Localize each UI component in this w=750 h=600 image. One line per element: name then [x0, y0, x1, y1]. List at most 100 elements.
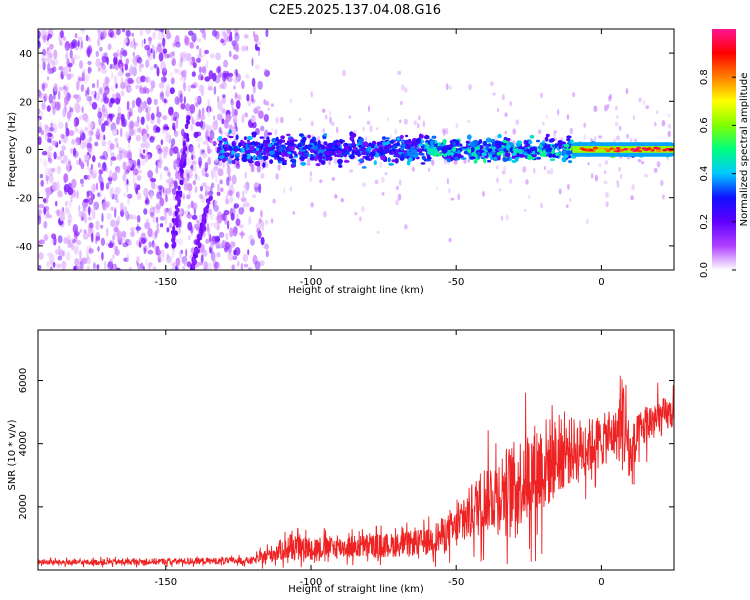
noise-speckle: [221, 97, 226, 104]
streak-blob: [186, 115, 190, 121]
noise-speckle: [152, 31, 156, 40]
noise-speckle: [233, 249, 237, 256]
noise-speckle: [59, 214, 66, 222]
noise-speckle: [48, 253, 55, 264]
noise-speckle: [208, 70, 214, 80]
noise-speckle: [210, 128, 214, 136]
ridge-blob: [425, 159, 432, 162]
noise-speckle: [134, 121, 140, 128]
noise-speckle: [206, 59, 209, 69]
ridge-blob: [561, 141, 565, 145]
ridge-blob: [394, 158, 399, 164]
noise-speckle: [60, 30, 64, 39]
noise-speckle: [159, 152, 162, 162]
noise-speckle: [103, 86, 110, 95]
noise-speckle: [157, 252, 161, 262]
streak-blob: [202, 214, 206, 220]
ridge-blob: [246, 135, 253, 141]
ridge-blob: [409, 153, 414, 158]
noise-speckle: [101, 52, 107, 63]
ridge-blob: [414, 144, 418, 149]
noise-speckle: [121, 29, 126, 33]
noise-speckle: [164, 242, 169, 249]
noise-speckle: [207, 98, 210, 109]
noise-speckle: [222, 31, 227, 36]
ridge-blob: [423, 135, 430, 140]
noise-speckle: [80, 140, 86, 150]
noise-speckle: [188, 190, 192, 196]
noise-speckle: [38, 63, 41, 70]
noise-speckle: [221, 118, 225, 125]
noise-speckle: [171, 138, 176, 147]
noise-speckle: [222, 94, 226, 99]
noise-speckle: [47, 68, 53, 75]
noise-speckle: [182, 266, 186, 270]
noise-speckle: [106, 212, 112, 220]
noise-speckle: [604, 160, 609, 165]
noise-speckle: [255, 222, 262, 229]
noise-speckle: [614, 105, 619, 111]
noise-speckle: [138, 241, 142, 248]
noise-speckle: [68, 238, 73, 248]
noise-speckle: [136, 127, 142, 133]
noise-speckle: [192, 165, 197, 173]
x-axis-label: Height of straight line (km): [288, 285, 424, 296]
ridge-blob: [255, 149, 260, 156]
noise-speckle: [87, 174, 91, 180]
noise-speckle: [160, 76, 167, 83]
ridge-blob: [263, 155, 267, 161]
noise-speckle: [192, 180, 197, 186]
noise-speckle: [175, 257, 181, 267]
noise-speckle: [362, 182, 366, 187]
noise-speckle: [165, 84, 171, 94]
noise-speckle: [53, 92, 56, 100]
streak-blob: [177, 201, 181, 207]
noise-speckle: [159, 197, 165, 207]
noise-speckle: [58, 90, 61, 100]
ridge-blob: [437, 153, 443, 157]
noise-speckle: [223, 209, 230, 216]
ridge-blob: [293, 162, 296, 166]
noise-speckle: [159, 223, 164, 228]
noise-speckle: [310, 120, 314, 127]
ridge-blob: [549, 158, 556, 161]
noise-speckle: [58, 86, 64, 91]
noise-speckle: [99, 46, 103, 52]
noise-speckle: [667, 123, 672, 129]
noise-speckle: [119, 50, 123, 59]
noise-speckle: [207, 208, 213, 215]
ridge-blob: [297, 144, 303, 148]
ridge-blob: [441, 149, 447, 154]
noise-speckle: [69, 148, 74, 154]
noise-speckle: [44, 132, 49, 141]
noise-speckle: [78, 114, 83, 121]
noise-speckle: [604, 170, 607, 175]
noise-speckle: [230, 212, 235, 221]
noise-speckle: [260, 236, 265, 246]
noise-speckle: [157, 42, 164, 47]
ridge-blob: [385, 137, 390, 140]
ridge-blob: [338, 164, 343, 168]
noise-speckle: [213, 200, 216, 211]
noise-speckle: [150, 211, 155, 218]
noise-speckle: [95, 182, 99, 191]
noise-speckle: [152, 265, 157, 270]
noise-speckle: [160, 139, 164, 146]
noise-speckle: [127, 198, 130, 205]
noise-speckle: [175, 170, 179, 180]
noise-speckle: [111, 93, 116, 99]
noise-speckle: [121, 121, 126, 127]
noise-speckle: [64, 200, 69, 207]
noise-speckle: [216, 252, 221, 258]
noise-speckle: [142, 149, 146, 154]
noise-speckle: [656, 161, 661, 168]
x-tick-label: -150: [154, 577, 177, 588]
noise-speckle: [87, 166, 90, 171]
noise-speckle: [105, 182, 110, 190]
noise-speckle: [43, 93, 48, 102]
noise-speckle: [69, 105, 72, 113]
noise-speckle: [101, 140, 107, 147]
streak-blob: [179, 190, 183, 196]
noise-speckle: [543, 165, 547, 171]
noise-speckle: [289, 98, 293, 103]
